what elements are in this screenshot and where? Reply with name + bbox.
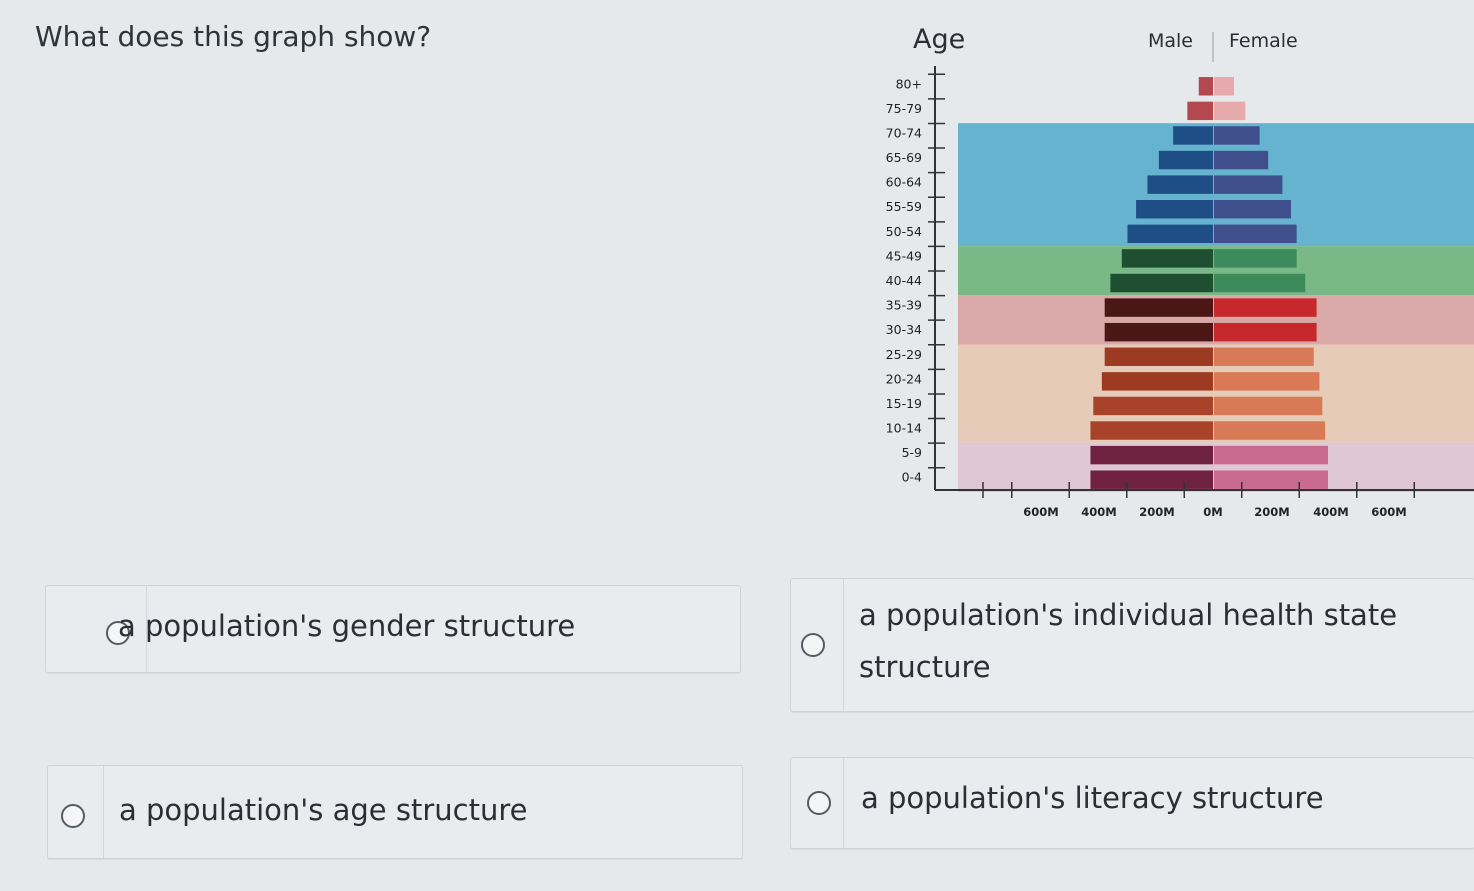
option-label: a population's individual health state s… — [859, 598, 1398, 684]
y-tick-label: 60-64 — [886, 175, 922, 190]
x-tick-label: 600M — [1023, 505, 1058, 519]
y-tick-label: 75-79 — [886, 101, 922, 116]
option-age-structure[interactable]: a population's age structure — [47, 765, 743, 859]
y-tick-label: 65-69 — [886, 150, 922, 165]
y-tick-label: 25-29 — [886, 347, 922, 362]
y-tick-label: 15-19 — [886, 396, 922, 411]
x-tick-label: 200M — [1139, 505, 1174, 519]
radio-button[interactable] — [61, 804, 85, 828]
bar-female — [1214, 273, 1306, 293]
bar-male — [1090, 445, 1213, 465]
y-tick-label: 45-49 — [886, 248, 922, 263]
bar-male — [1101, 372, 1213, 391]
option-label: a population's literacy structure — [861, 781, 1324, 815]
bar-female — [1214, 101, 1246, 121]
bar-female — [1214, 126, 1260, 145]
y-tick-label: 70-74 — [886, 125, 922, 140]
bar-female — [1214, 322, 1317, 342]
y-tick-label: 0-4 — [902, 470, 922, 485]
option-divider — [103, 766, 104, 858]
bar-female — [1214, 224, 1297, 244]
bar-male — [1104, 322, 1213, 342]
question-text: What does this graph show? — [35, 20, 432, 53]
y-tick-label: 40-44 — [886, 273, 922, 288]
radio-button[interactable] — [801, 633, 825, 657]
option-divider — [843, 579, 844, 711]
bar-female — [1214, 445, 1328, 465]
bar-male — [1198, 77, 1213, 96]
bar-female — [1214, 396, 1323, 416]
x-tick-label: 400M — [1313, 505, 1348, 519]
option-gender-structure[interactable]: a population's gender structure — [45, 585, 741, 673]
bar-female — [1214, 249, 1297, 268]
bar-male — [1104, 298, 1213, 317]
option-health-structure[interactable]: a population's individual health state s… — [790, 578, 1474, 712]
bar-female — [1214, 421, 1326, 440]
bar-male — [1093, 396, 1213, 416]
option-label: a population's gender structure — [118, 609, 576, 643]
axis-title-age: Age — [913, 24, 965, 55]
x-tick-label: 200M — [1254, 505, 1289, 519]
bar-male — [1127, 224, 1213, 244]
bar-male — [1090, 470, 1213, 489]
y-tick-label: 80+ — [896, 76, 922, 91]
population-pyramid-chart: Age Male Female 80+ 75-79 70-74 65-69 60-64 55-5… — [886, 24, 1474, 519]
y-tick-label: 10-14 — [886, 421, 922, 436]
bar-female — [1214, 372, 1320, 391]
y-tick-label: 30-34 — [886, 322, 922, 337]
bar-female — [1214, 347, 1314, 366]
bar-female — [1214, 150, 1269, 170]
y-tick-label: 35-39 — [886, 298, 922, 313]
y-tick-label: 55-59 — [886, 199, 922, 214]
bar-female — [1214, 200, 1291, 219]
bar-female — [1214, 175, 1283, 194]
y-tick-label: 20-24 — [886, 371, 922, 386]
legend-female: Female — [1229, 30, 1298, 52]
option-literacy-structure[interactable]: a population's literacy structure — [790, 757, 1474, 849]
legend-male: Male — [1148, 30, 1193, 52]
bar-male — [1173, 126, 1213, 145]
radio-button[interactable] — [807, 791, 831, 815]
x-tick-label: 600M — [1371, 505, 1406, 519]
bar-male — [1110, 273, 1213, 293]
bar-male — [1090, 421, 1213, 440]
option-divider — [843, 758, 844, 848]
option-label: a population's age structure — [119, 793, 528, 827]
bar-male — [1158, 150, 1213, 170]
x-tick-label: 400M — [1081, 505, 1116, 519]
option-divider — [146, 586, 147, 672]
bar-male — [1104, 347, 1213, 366]
y-tick-label: 5-9 — [902, 445, 922, 460]
radio-button[interactable] — [106, 621, 130, 645]
bar-male — [1136, 200, 1213, 219]
bar-female — [1214, 77, 1234, 96]
bar-male — [1147, 175, 1213, 194]
x-tick-label: 0M — [1203, 505, 1222, 519]
y-tick-label: 50-54 — [886, 224, 922, 239]
bar-male — [1121, 249, 1213, 268]
bar-female — [1214, 470, 1328, 489]
bar-female — [1214, 298, 1317, 317]
bar-male — [1187, 101, 1213, 121]
